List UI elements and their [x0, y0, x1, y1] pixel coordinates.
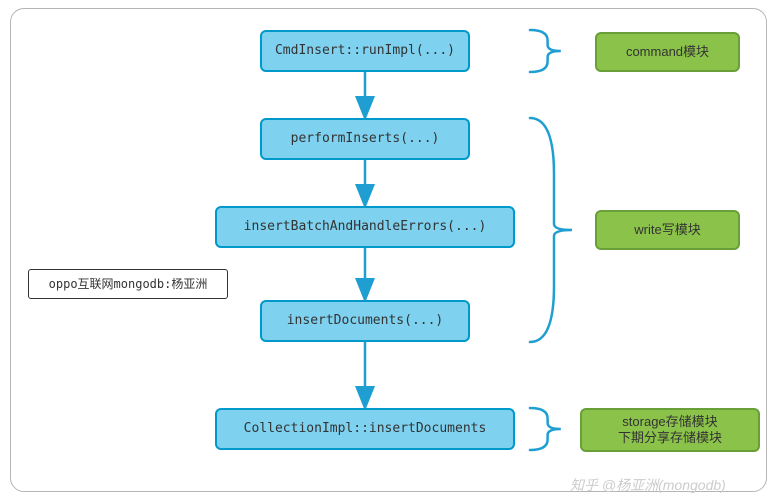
node-cmdinsert-runimpl: CmdInsert::runImpl(...) [260, 30, 470, 72]
module-command: command模块 [595, 32, 740, 72]
node-label: CollectionImpl::insertDocuments [244, 421, 487, 437]
node-collectionimpl: CollectionImpl::insertDocuments [215, 408, 515, 450]
node-label: oppo互联网mongodb:杨亚洲 [49, 277, 208, 291]
module-write: write写模块 [595, 210, 740, 250]
note-author: oppo互联网mongodb:杨亚洲 [28, 269, 228, 299]
node-performinserts: performInserts(...) [260, 118, 470, 160]
watermark-text: 知乎 @杨亚洲(mongodb) [570, 477, 726, 493]
node-insertbatch: insertBatchAndHandleErrors(...) [215, 206, 515, 248]
node-label: performInserts(...) [291, 131, 440, 147]
node-label: storage存储模块 下期分享存储模块 [618, 414, 722, 445]
node-label: insertDocuments(...) [287, 313, 444, 329]
node-insertdocuments: insertDocuments(...) [260, 300, 470, 342]
node-label: write写模块 [634, 222, 700, 238]
watermark: 知乎 @杨亚洲(mongodb) [570, 475, 726, 495]
node-label: insertBatchAndHandleErrors(...) [244, 219, 487, 235]
node-label: CmdInsert::runImpl(...) [275, 43, 455, 59]
module-storage: storage存储模块 下期分享存储模块 [580, 408, 760, 452]
node-label: command模块 [626, 44, 709, 60]
